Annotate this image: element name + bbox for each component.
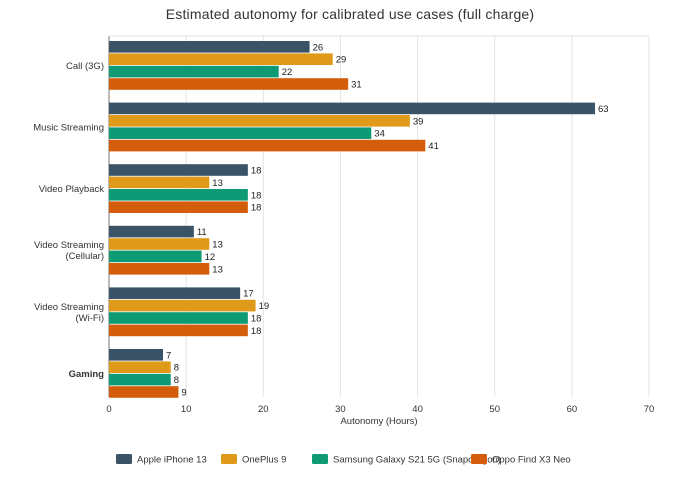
bar-value-label: 39: [413, 116, 424, 127]
bar-value-label: 9: [181, 388, 186, 399]
bar-value-label: 17: [243, 289, 254, 300]
bar-value-label: 18: [251, 166, 262, 177]
x-tick-label: 50: [489, 404, 500, 415]
bar: [109, 373, 171, 386]
bar: [109, 53, 333, 65]
bar: [109, 250, 202, 263]
bar: [109, 127, 372, 139]
bar-value-label: 13: [212, 264, 223, 275]
bar-value-label: 19: [259, 301, 270, 312]
category-label: (Wi-Fi): [76, 313, 104, 324]
legend-swatch[interactable]: [116, 454, 132, 464]
category-label: Music Streaming: [33, 123, 104, 134]
category-label: Gaming: [69, 369, 105, 380]
bar-value-label: 18: [251, 314, 262, 325]
x-tick-label: 60: [567, 404, 578, 415]
category-label: Video Playback: [39, 184, 105, 195]
bar: [109, 312, 248, 324]
bar: [109, 299, 256, 312]
bars: [109, 41, 595, 398]
chart-title: Estimated autonomy for calibrated use ca…: [165, 6, 535, 22]
bar-value-label: 11: [197, 227, 207, 238]
grid: [108, 35, 650, 397]
bar-value-label: 18: [251, 203, 262, 214]
bar: [109, 102, 595, 115]
legend-label[interactable]: Samsung Galaxy S21 5G (Snapdragon): [333, 455, 501, 466]
bar-value-label: 18: [251, 190, 262, 201]
bar: [109, 139, 426, 152]
bar: [109, 189, 248, 201]
bar-value-label: 18: [251, 326, 262, 337]
bar-value-label: 26: [313, 42, 324, 53]
x-tick-label: 40: [412, 404, 423, 415]
legend-swatch[interactable]: [221, 454, 237, 464]
bar: [109, 115, 410, 127]
legend-swatch[interactable]: [471, 454, 487, 464]
bar: [109, 386, 179, 398]
category-label: Video Streaming: [34, 302, 104, 313]
bar: [109, 287, 241, 299]
bar-value-label: 41: [428, 141, 439, 152]
legend-label[interactable]: Oppo Find X3 Neo: [492, 455, 571, 466]
bar-value-label: 29: [336, 55, 347, 66]
bar: [109, 361, 171, 373]
category-label: Call (3G): [66, 61, 104, 72]
bar: [109, 263, 210, 275]
labels: 0 10 20 30 40 50 60 70 Autonomy (Hours) 26 29 22 31 C…: [33, 42, 654, 427]
bar-value-label: 63: [598, 104, 609, 115]
bar-value-label: 8: [174, 375, 179, 386]
category-label: (Cellular): [65, 251, 104, 262]
x-tick-label: 10: [181, 404, 192, 415]
bar: [109, 238, 210, 250]
x-tick-label: 30: [335, 404, 346, 415]
bar-value-label: 12: [205, 252, 216, 263]
bar: [109, 78, 349, 90]
bar: [109, 225, 194, 238]
x-tick-label: 20: [258, 404, 269, 415]
bar: [109, 176, 210, 189]
bar-value-label: 13: [212, 240, 223, 251]
bar: [109, 65, 279, 78]
bar: [109, 41, 310, 53]
legend-swatch[interactable]: [312, 454, 328, 464]
bar: [109, 164, 248, 176]
bar-value-label: 13: [212, 178, 223, 189]
legend: Apple iPhone 13 OnePlus 9 Samsung Galaxy S…: [116, 454, 571, 466]
bar-value-label: 31: [351, 80, 362, 91]
bar-value-label: 7: [166, 350, 171, 361]
bar: [109, 349, 163, 361]
legend-label[interactable]: OnePlus 9: [242, 455, 286, 466]
bar-value-label: 34: [374, 129, 385, 140]
bar-value-label: 8: [174, 363, 179, 374]
x-axis-title: Autonomy (Hours): [340, 416, 417, 427]
x-tick-label: 70: [644, 404, 655, 415]
bar: [109, 324, 248, 337]
bar: [109, 201, 248, 213]
legend-label[interactable]: Apple iPhone 13: [137, 455, 207, 466]
category-label: Video Streaming: [34, 240, 104, 251]
bar-value-label: 22: [282, 67, 293, 78]
x-tick-label: 0: [106, 404, 111, 415]
